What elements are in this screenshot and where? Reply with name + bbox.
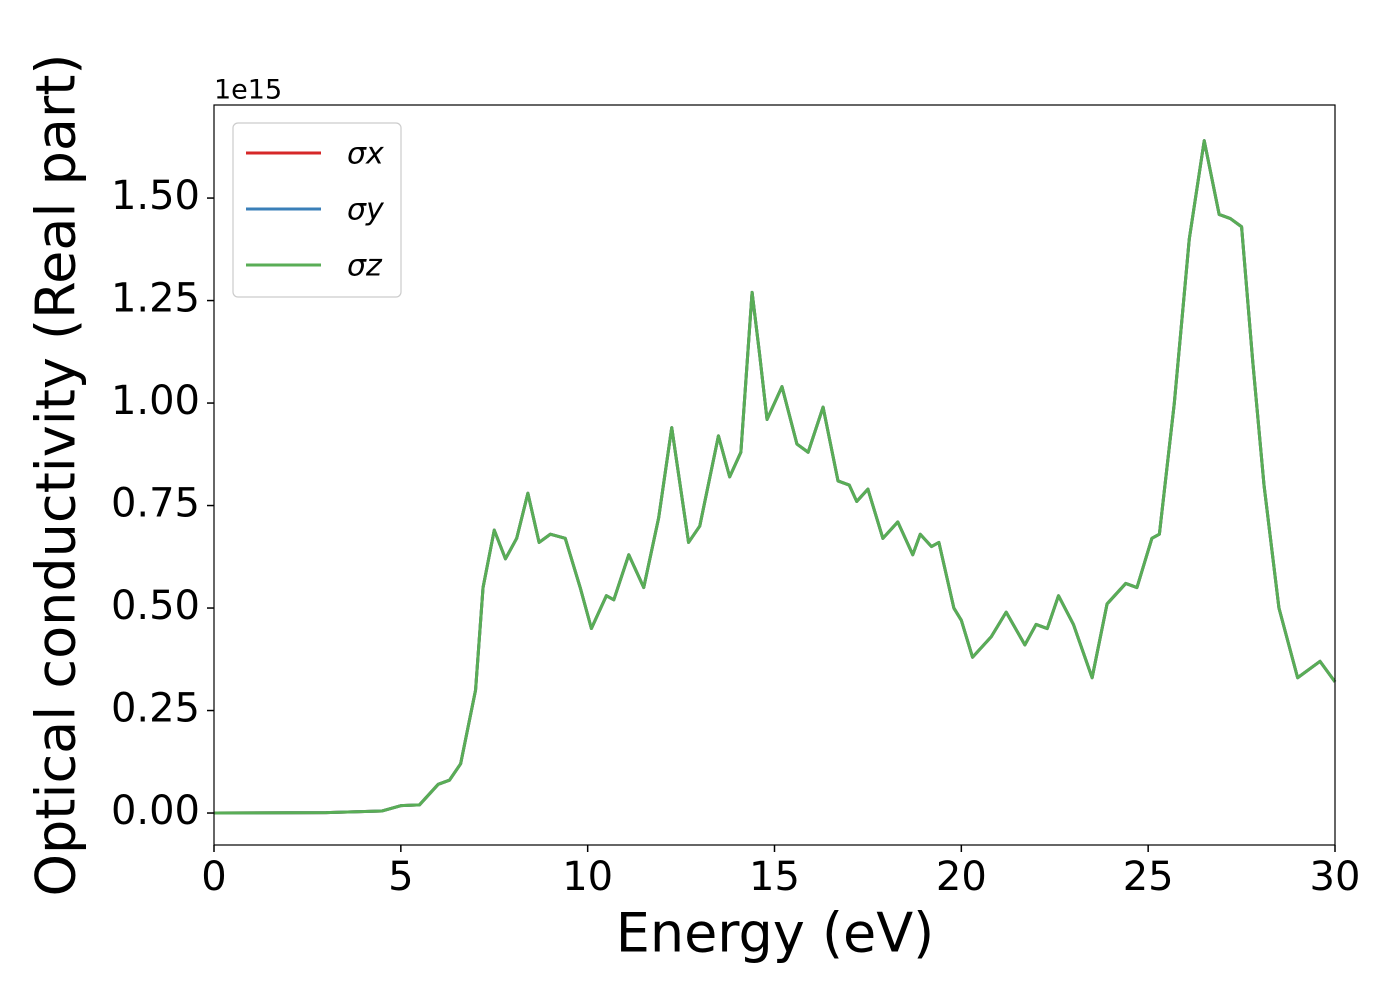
x-tick-label: 20	[936, 854, 987, 900]
y-axis-label: Optical conductivity (Real part)	[25, 54, 88, 897]
legend-label: σy	[347, 193, 385, 228]
x-tick-label: 30	[1310, 854, 1361, 900]
y-tick-label: 0.25	[111, 686, 200, 732]
x-tick-label: 0	[201, 854, 226, 900]
y-tick-label: 0.50	[111, 583, 200, 629]
y-offset-label: 1e15	[214, 75, 282, 106]
y-tick-label: 1.25	[111, 276, 200, 322]
x-tick-label: 25	[1123, 854, 1174, 900]
x-axis-label: Energy (eV)	[616, 902, 935, 965]
y-tick-label: 0.00	[111, 788, 200, 834]
x-tick-label: 15	[749, 854, 800, 900]
legend-label: σz	[347, 249, 383, 284]
y-tick-label: 0.75	[111, 481, 200, 527]
legend-label: σx	[347, 137, 384, 172]
y-tick-label: 1.00	[111, 378, 200, 424]
x-tick-label: 5	[388, 854, 413, 900]
series-line	[213, 139, 1337, 815]
y-tick-label: 1.50	[111, 173, 200, 219]
plot-frame	[213, 104, 1336, 846]
x-tick-label: 10	[562, 854, 613, 900]
